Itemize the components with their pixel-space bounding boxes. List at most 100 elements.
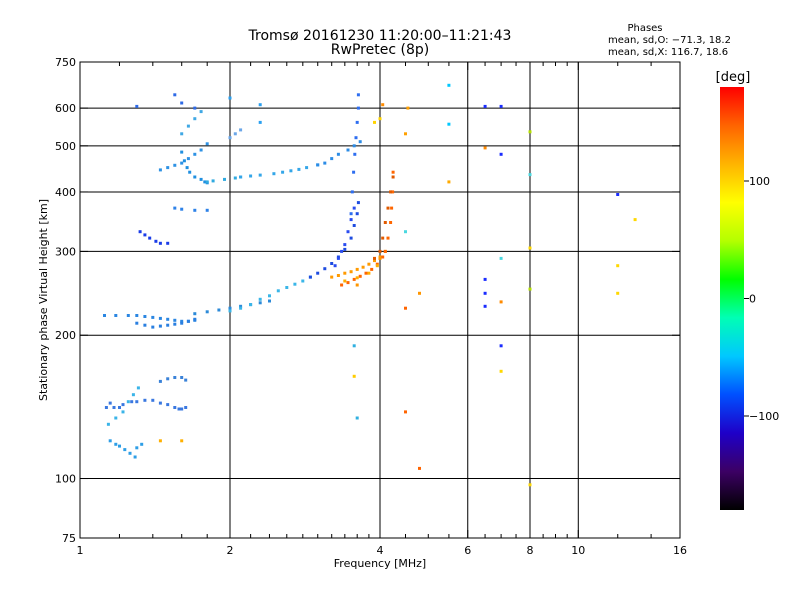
data-point bbox=[308, 275, 312, 279]
data-point bbox=[289, 169, 293, 173]
axis-ticks: 1 2 4 6 8 10 16 75 100 200 300 400 500 600 750 bbox=[55, 56, 687, 557]
data-point bbox=[228, 306, 232, 310]
data-point bbox=[336, 274, 340, 277]
x-tick-label: 1 bbox=[77, 544, 84, 557]
data-point bbox=[205, 142, 209, 146]
data-point bbox=[367, 271, 371, 275]
data-point bbox=[233, 132, 237, 136]
data-point bbox=[158, 401, 162, 405]
data-point bbox=[297, 167, 301, 171]
data-point bbox=[386, 236, 390, 240]
data-point bbox=[340, 249, 344, 253]
data-point bbox=[173, 93, 177, 97]
chart-subtitle: RwPretec (8p) bbox=[331, 42, 429, 58]
data-point bbox=[135, 314, 139, 317]
data-point bbox=[336, 152, 340, 156]
data-point bbox=[499, 369, 503, 373]
data-point bbox=[356, 201, 360, 205]
data-point bbox=[158, 324, 162, 328]
data-point bbox=[114, 314, 118, 317]
data-point bbox=[373, 259, 376, 263]
data-point bbox=[352, 277, 356, 281]
data-point bbox=[349, 236, 353, 240]
data-point bbox=[330, 262, 334, 265]
data-point bbox=[406, 106, 410, 110]
data-point bbox=[281, 170, 285, 174]
data-point bbox=[126, 400, 130, 404]
stats-o-mode: mean, sd,O: −71.3, 18.2 bbox=[608, 35, 731, 46]
data-point bbox=[258, 301, 262, 305]
data-point bbox=[180, 376, 184, 379]
data-point bbox=[135, 104, 139, 108]
y-tick-label: 300 bbox=[55, 245, 76, 258]
x-tick-label: 16 bbox=[673, 544, 687, 557]
data-point bbox=[151, 325, 155, 329]
data-point bbox=[130, 400, 134, 404]
data-point bbox=[126, 314, 130, 317]
data-point bbox=[383, 249, 387, 253]
data-point bbox=[333, 264, 337, 268]
data-point bbox=[343, 279, 347, 283]
data-point bbox=[528, 130, 532, 134]
y-tick-label: 100 bbox=[55, 473, 76, 486]
data-point bbox=[180, 321, 184, 325]
data-point bbox=[114, 442, 118, 446]
data-point bbox=[381, 103, 385, 107]
data-point bbox=[136, 386, 140, 390]
data-point bbox=[118, 406, 121, 409]
data-point bbox=[447, 122, 451, 126]
data-point bbox=[199, 148, 203, 152]
data-point bbox=[158, 439, 162, 443]
data-point bbox=[108, 401, 112, 405]
data-point bbox=[390, 206, 394, 210]
data-point bbox=[418, 291, 421, 295]
data-point bbox=[143, 323, 147, 327]
data-point bbox=[173, 322, 177, 326]
data-point bbox=[205, 310, 209, 314]
data-point bbox=[205, 208, 209, 212]
data-point bbox=[276, 289, 280, 293]
data-point bbox=[133, 455, 137, 459]
data-point bbox=[349, 270, 353, 274]
data-point bbox=[323, 267, 327, 271]
y-axis-label: Stationary phase Virtual Height [km] bbox=[37, 199, 50, 401]
y-tick-label: 750 bbox=[55, 56, 76, 69]
x-tick-label: 10 bbox=[571, 544, 585, 557]
data-point bbox=[404, 132, 407, 136]
data-point bbox=[166, 166, 170, 170]
data-point bbox=[258, 173, 262, 177]
data-point bbox=[528, 246, 532, 250]
data-point bbox=[499, 300, 503, 304]
data-point bbox=[352, 344, 356, 348]
data-point bbox=[483, 291, 487, 295]
data-point bbox=[378, 249, 382, 253]
data-point bbox=[483, 304, 487, 308]
data-point bbox=[499, 152, 503, 156]
data-point bbox=[193, 152, 197, 156]
data-point bbox=[528, 483, 532, 487]
data-point bbox=[193, 117, 197, 121]
y-tick-label: 200 bbox=[55, 329, 76, 342]
data-point bbox=[180, 132, 184, 136]
data-point bbox=[185, 166, 189, 170]
data-point bbox=[378, 117, 382, 121]
data-point bbox=[354, 136, 358, 140]
data-point bbox=[151, 398, 155, 402]
data-point bbox=[123, 448, 127, 452]
data-point bbox=[355, 283, 359, 287]
data-point bbox=[355, 276, 359, 280]
data-point bbox=[404, 410, 407, 414]
data-point bbox=[381, 236, 385, 240]
data-point bbox=[352, 206, 356, 210]
data-point bbox=[158, 168, 162, 172]
data-point bbox=[361, 265, 365, 269]
colorbar-tick-label: 100 bbox=[749, 175, 770, 188]
data-point bbox=[447, 180, 451, 184]
grid-lines bbox=[80, 62, 680, 538]
data-point bbox=[158, 316, 162, 320]
colorbar-ticks: 100 0 −100 bbox=[744, 175, 779, 423]
data-point bbox=[203, 180, 207, 184]
data-point bbox=[184, 378, 188, 382]
data-point bbox=[272, 172, 276, 176]
data-point bbox=[173, 406, 177, 409]
